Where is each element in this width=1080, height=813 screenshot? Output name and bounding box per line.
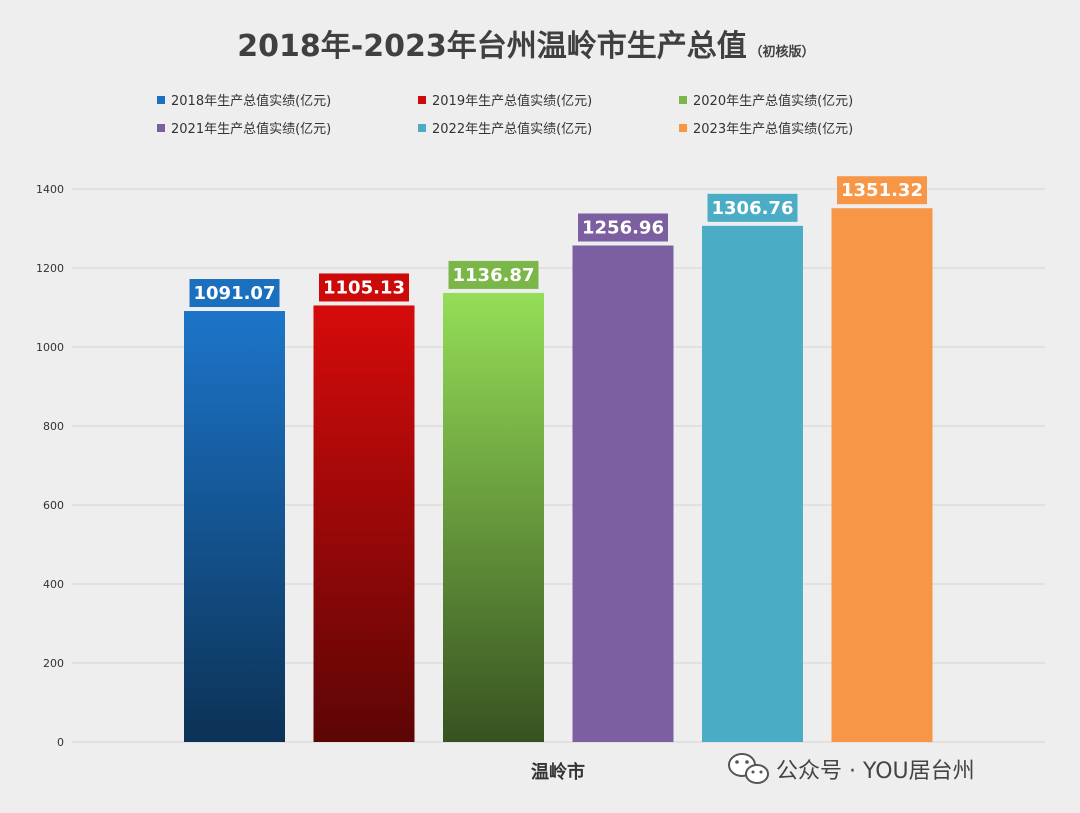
data-label-box: [707, 193, 798, 222]
y-tick-label: 800: [43, 420, 64, 433]
y-tick-label: 600: [43, 499, 64, 512]
data-label-box: [448, 260, 539, 289]
bar: [831, 208, 933, 742]
bar: [313, 305, 415, 742]
legend-swatch: [418, 96, 426, 104]
wechat-icon: [728, 753, 769, 784]
y-tick-label: 1400: [36, 183, 64, 196]
bars: [184, 208, 933, 742]
legend-swatch: [157, 124, 165, 132]
data-label: 1105.13: [323, 277, 405, 298]
bar: [184, 311, 285, 742]
data-label: 1091.07: [194, 283, 276, 304]
legend-swatch: [418, 124, 426, 132]
watermark-text: 公众号 · YOU居台州: [776, 759, 975, 784]
data-label-box: [319, 273, 409, 302]
legend-entry: 2021年生产总值实绩(亿元): [171, 121, 331, 137]
x-category-label: 温岭市: [531, 761, 585, 783]
y-tick-label: 200: [43, 657, 64, 670]
legend: 2018年生产总值实绩(亿元) 2019年生产总值实绩(亿元) 2020年生产总值实…: [157, 93, 853, 137]
y-axis: 0 200 400 600 800 1000 1200 1400: [36, 183, 64, 749]
data-label: 1136.87: [453, 265, 535, 286]
legend-swatch: [157, 96, 165, 104]
legend-entry: 2022年生产总值实绩(亿元): [432, 121, 592, 137]
y-tick-label: 1000: [36, 341, 64, 354]
data-label: 1351.32: [841, 180, 923, 201]
chart-title: 2018年-2023年台州温岭市生产总值: [237, 29, 746, 64]
legend-entry: 2020年生产总值实绩(亿元): [693, 93, 853, 109]
bar: [443, 292, 544, 742]
legend-entry: 2023年生产总值实绩(亿元): [693, 121, 853, 137]
legend-swatch: [679, 124, 687, 132]
y-tick-label: 400: [43, 578, 64, 591]
legend-entry: 2018年生产总值实绩(亿元): [171, 93, 331, 109]
watermark: 公众号 · YOU居台州: [728, 753, 975, 784]
data-label: 1306.76: [712, 198, 794, 219]
bar: [572, 245, 674, 742]
y-tick-label: 1200: [36, 262, 64, 275]
data-label-box: [189, 279, 280, 308]
value-labels: 1091.07 1105.13 1136.87 1256.96 1306.76 1351.…: [189, 176, 927, 308]
data-label: 1256.96: [582, 218, 664, 239]
bar: [702, 225, 803, 742]
chart-subtitle: （初核版）: [749, 44, 814, 60]
y-tick-label: 0: [57, 736, 64, 749]
legend-swatch: [679, 96, 687, 104]
data-label-box: [837, 176, 927, 205]
data-label-box: [578, 213, 668, 242]
legend-entry: 2019年生产总值实绩(亿元): [432, 93, 592, 109]
